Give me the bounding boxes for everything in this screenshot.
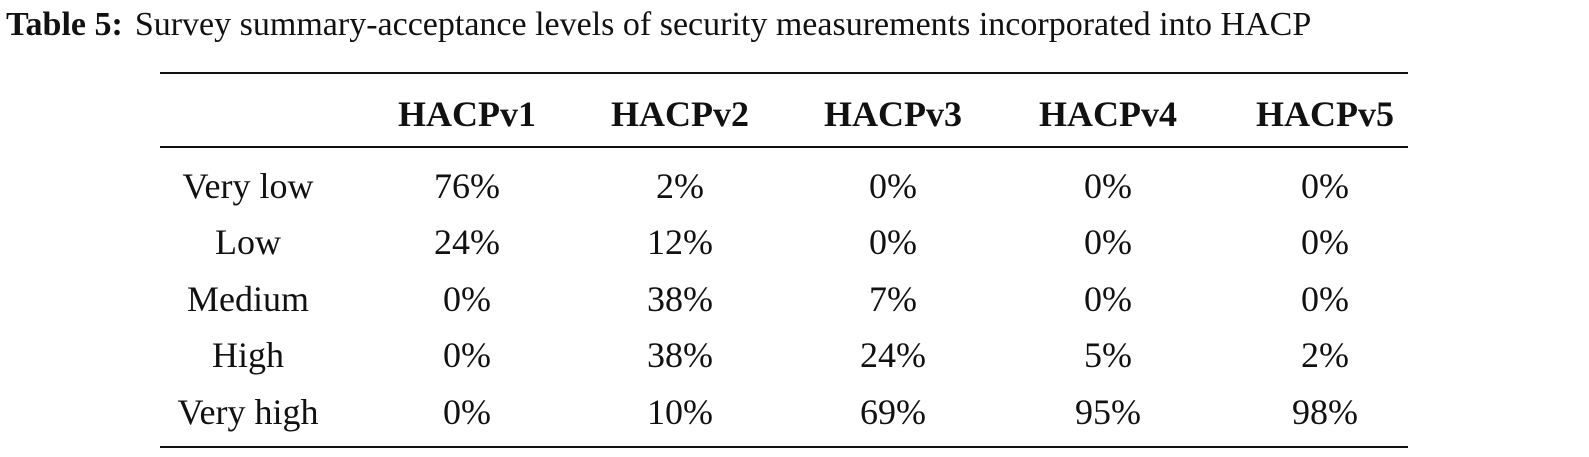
- row-label: Medium: [187, 279, 309, 319]
- row-label: Very low: [182, 166, 314, 206]
- caption-text: Survey summary-acceptance levels of secu…: [134, 6, 1312, 43]
- table-cell: 2%: [1301, 335, 1349, 375]
- column-header: HACPv5: [1256, 94, 1394, 134]
- column-header: HACPv2: [611, 94, 749, 134]
- table-cell: 0%: [1084, 222, 1132, 262]
- table-cell: 24%: [860, 335, 926, 375]
- table-cell: 10%: [647, 392, 713, 432]
- column-header: HACPv4: [1039, 94, 1177, 134]
- table-cell: 7%: [869, 279, 917, 319]
- table-cell: 0%: [443, 335, 491, 375]
- table-cell: 98%: [1292, 392, 1358, 432]
- table-cell: 0%: [1301, 166, 1349, 206]
- table-cell: 0%: [869, 222, 917, 262]
- table-cell: 24%: [434, 222, 500, 262]
- table-cell: 69%: [860, 392, 926, 432]
- bottom-rule: [160, 446, 1408, 448]
- top-rule: [160, 72, 1408, 74]
- table-cell: 0%: [443, 279, 491, 319]
- table-cell: 95%: [1075, 392, 1141, 432]
- column-header: HACPv3: [824, 94, 962, 134]
- mid-rule: [160, 146, 1408, 148]
- table-cell: 38%: [647, 335, 713, 375]
- caption-label: Table 5:: [6, 6, 123, 43]
- table-cell: 12%: [647, 222, 713, 262]
- table-cell: 0%: [1301, 279, 1349, 319]
- table-cell: 0%: [443, 392, 491, 432]
- table-cell: 0%: [1084, 166, 1132, 206]
- table-cell: 0%: [1084, 279, 1132, 319]
- table-cell: 0%: [1301, 222, 1349, 262]
- caption: Table 5: Survey summary-acceptance levels…: [6, 6, 1311, 44]
- table-cell: 2%: [656, 166, 704, 206]
- column-header: HACPv1: [398, 94, 536, 134]
- row-label: Low: [215, 222, 281, 262]
- table-cell: 38%: [647, 279, 713, 319]
- table-cell: 5%: [1084, 335, 1132, 375]
- table-cell: 0%: [869, 166, 917, 206]
- row-label: High: [212, 335, 284, 375]
- table-cell: 76%: [434, 166, 500, 206]
- row-label: Very high: [177, 392, 319, 432]
